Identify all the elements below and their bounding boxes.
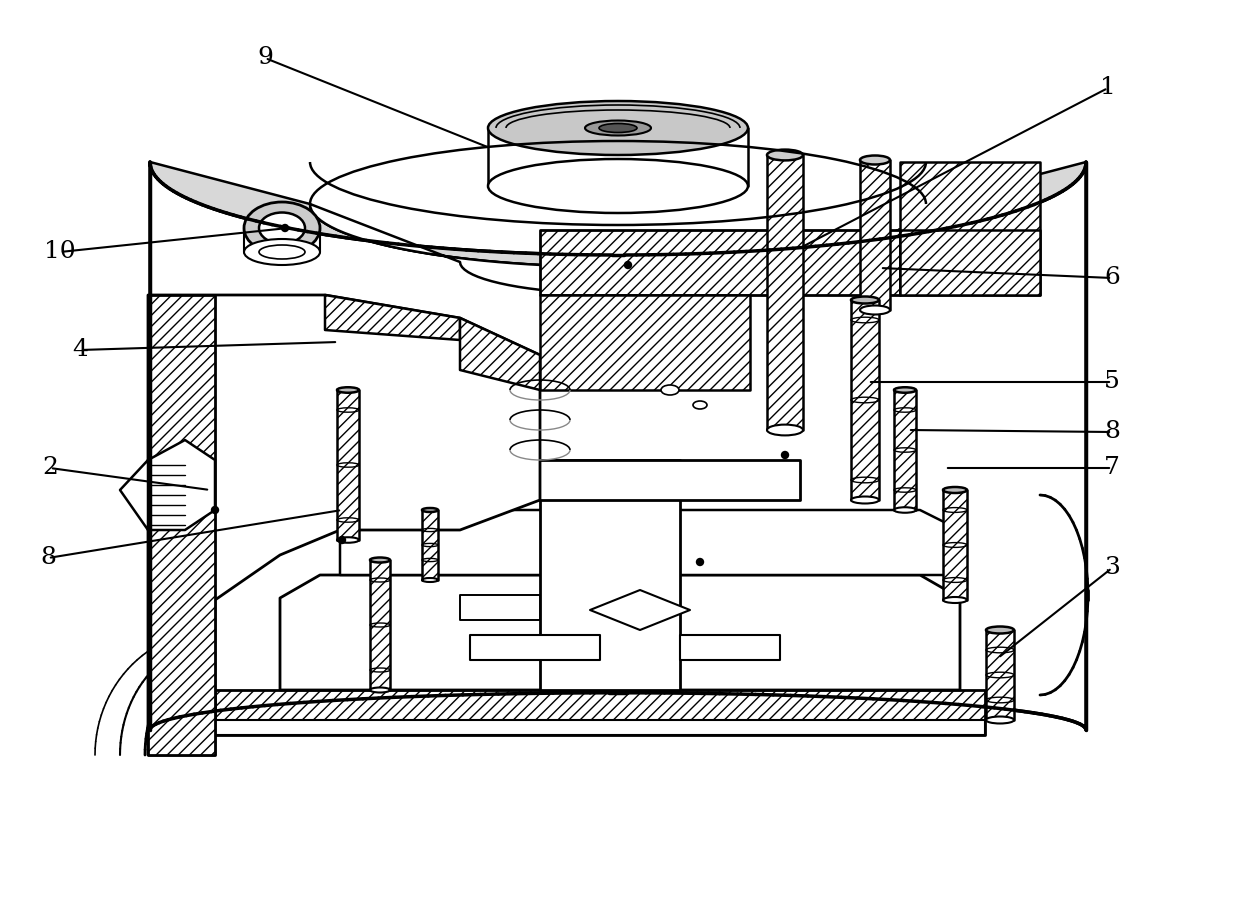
Ellipse shape [851,496,879,503]
Ellipse shape [851,297,879,304]
Polygon shape [148,295,539,755]
Ellipse shape [986,627,1014,633]
Polygon shape [325,295,460,340]
Polygon shape [460,595,539,620]
Text: 5: 5 [1104,370,1120,394]
Text: 10: 10 [45,240,76,264]
Polygon shape [894,390,916,510]
Text: 1: 1 [1100,76,1116,100]
Ellipse shape [244,239,320,265]
Polygon shape [370,560,391,690]
Polygon shape [539,460,680,690]
Polygon shape [215,690,985,735]
Polygon shape [150,162,1086,730]
Ellipse shape [942,597,967,603]
Ellipse shape [894,507,916,512]
Polygon shape [422,510,438,580]
Circle shape [781,452,789,459]
Polygon shape [986,630,1014,720]
Ellipse shape [585,121,651,135]
Ellipse shape [861,155,890,164]
Ellipse shape [370,558,391,562]
Text: 7: 7 [1104,456,1120,480]
Ellipse shape [259,245,305,259]
Polygon shape [150,162,1086,267]
Polygon shape [120,460,148,530]
Ellipse shape [693,401,707,409]
Ellipse shape [489,159,748,213]
Polygon shape [942,490,967,600]
Polygon shape [680,635,780,660]
Text: 6: 6 [1104,267,1120,289]
Polygon shape [900,162,1040,295]
Circle shape [697,559,703,565]
Polygon shape [590,590,689,630]
Circle shape [281,225,289,231]
Text: 4: 4 [72,338,88,362]
Ellipse shape [661,385,680,395]
Ellipse shape [768,424,804,435]
Ellipse shape [768,150,804,161]
Ellipse shape [894,387,916,393]
Ellipse shape [337,387,360,393]
Polygon shape [900,230,1040,295]
Circle shape [212,506,218,513]
Polygon shape [148,440,215,530]
Polygon shape [489,128,748,186]
Polygon shape [460,318,539,390]
Ellipse shape [986,717,1014,724]
Polygon shape [420,460,800,500]
Ellipse shape [259,212,305,243]
Polygon shape [215,720,985,735]
Text: 2: 2 [42,456,58,480]
Ellipse shape [489,101,748,155]
Ellipse shape [244,202,320,254]
Ellipse shape [370,688,391,693]
Text: 3: 3 [1104,557,1120,580]
Polygon shape [851,300,879,500]
Ellipse shape [337,537,360,542]
Polygon shape [337,390,360,540]
Ellipse shape [422,508,438,512]
Ellipse shape [861,306,890,315]
Circle shape [625,261,631,268]
Polygon shape [310,204,926,294]
Text: 9: 9 [257,46,273,70]
Ellipse shape [422,578,438,582]
Ellipse shape [599,123,637,132]
Text: 8: 8 [40,547,56,570]
Polygon shape [768,155,804,430]
Polygon shape [340,510,960,575]
Polygon shape [470,635,600,660]
Text: 8: 8 [1104,421,1120,444]
Polygon shape [861,160,890,310]
Ellipse shape [942,487,967,493]
Polygon shape [280,575,960,690]
Polygon shape [539,230,900,295]
Circle shape [339,537,346,543]
Polygon shape [148,295,215,755]
Polygon shape [539,295,750,390]
